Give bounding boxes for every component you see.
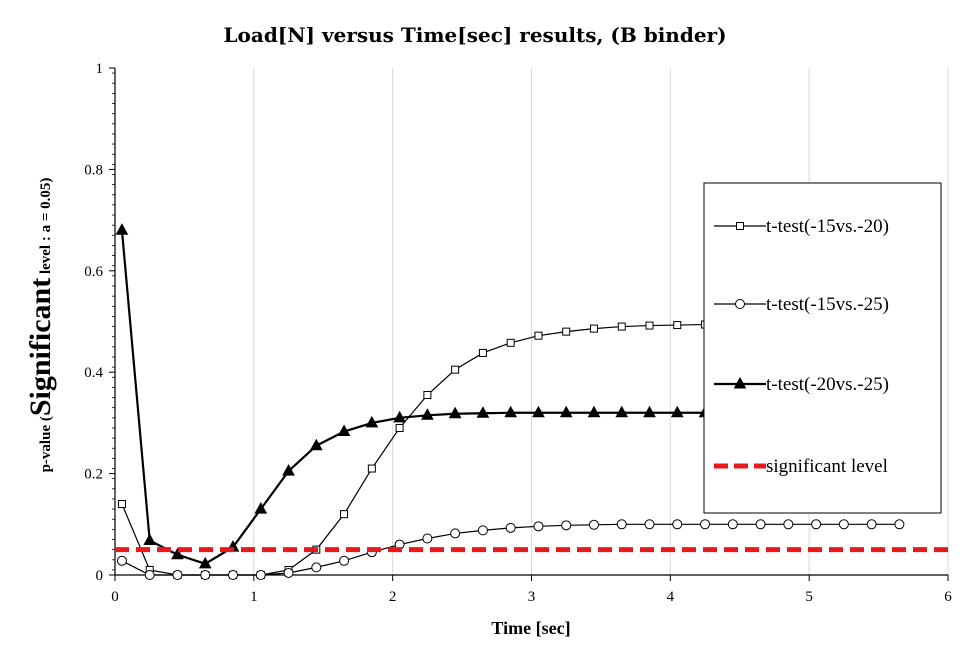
data-point (365, 415, 379, 428)
data-point (504, 405, 518, 418)
data-point (673, 321, 682, 330)
data-point (144, 570, 155, 580)
data-point (589, 324, 598, 333)
data-point (117, 500, 126, 509)
x-tick-label: 2 (389, 589, 397, 605)
data-point (478, 348, 487, 357)
x-axis-ticks: 0 1 2 3 4 5 6 (111, 575, 952, 605)
legend-entry: t-test(-20vs.-25) (714, 374, 889, 395)
data-point (533, 521, 544, 532)
y-tick-label: 0.8 (84, 162, 103, 178)
data-point (505, 522, 516, 533)
data-point (340, 510, 349, 519)
legend-entry: significant level (714, 456, 888, 477)
data-point (171, 547, 184, 560)
x-tick-label: 5 (805, 589, 813, 605)
legend-entry: t-test(-15vs.-25) (714, 294, 889, 315)
data-point (172, 570, 183, 580)
data-point (254, 502, 268, 514)
data-point (339, 555, 350, 566)
data-point (534, 331, 543, 340)
data-point (282, 464, 295, 476)
data-point (588, 519, 599, 530)
data-point (421, 408, 434, 420)
data-point (587, 405, 601, 418)
legend-box (703, 182, 942, 514)
data-point (866, 519, 877, 530)
data-point (643, 405, 656, 418)
data-point (615, 405, 629, 418)
y-tick-label: 0.2 (84, 467, 103, 483)
data-point (450, 528, 461, 539)
legend: t-test(-15vs.-20) t-test(-15vs.-25) t-test… (703, 182, 942, 514)
y-tick-label: 1 (96, 61, 104, 77)
data-point (393, 410, 406, 423)
legend-marker (736, 222, 744, 230)
legend-marker (735, 299, 745, 309)
data-point (506, 338, 515, 347)
legend-label: t-test(-15vs.-25) (766, 294, 889, 315)
data-point (283, 567, 294, 578)
x-tick-label: 3 (528, 589, 536, 605)
legend-marker (733, 376, 747, 389)
data-point (115, 223, 129, 235)
data-point (894, 519, 905, 530)
y-axis-label-prefix: p-value ( (38, 416, 54, 472)
legend-entry: t-test(-15vs.-20) (714, 216, 889, 237)
data-point (451, 365, 460, 374)
data-point (672, 519, 683, 530)
data-point (477, 525, 488, 536)
data-point (228, 570, 239, 580)
data-point (617, 322, 626, 331)
y-tick-label: 0.4 (84, 365, 103, 381)
y-axis-ticks: 0 0.2 0.4 0.6 0.8 1 (84, 61, 115, 584)
data-point (116, 555, 127, 566)
legend-label: significant level (766, 456, 888, 477)
data-point (422, 533, 433, 544)
data-point (311, 562, 322, 573)
x-axis-label: Time [sec] (491, 618, 570, 638)
x-tick-label: 1 (250, 589, 258, 605)
chart-title: Load[N] versus Time[sec] results, (B bin… (223, 23, 726, 47)
x-tick-label: 0 (111, 589, 119, 605)
data-point (559, 405, 573, 418)
data-point (337, 424, 351, 437)
data-point (448, 406, 462, 419)
data-point (670, 405, 684, 418)
data-point (727, 519, 738, 530)
data-point (755, 519, 766, 530)
y-axis-label-suffix: level : a = 0.05) (38, 178, 54, 278)
y-tick-label: 0 (96, 568, 104, 584)
x-tick-label: 6 (944, 589, 952, 605)
data-point (476, 406, 490, 418)
y-axis-label-main: Significant (24, 278, 57, 416)
data-point (644, 519, 655, 530)
y-axis-label: p-value (Significant level : a = 0.05) (24, 178, 57, 473)
data-point (562, 327, 571, 336)
data-point (395, 423, 404, 432)
legend-label: t-test(-20vs.-25) (766, 374, 889, 395)
data-point (783, 519, 794, 530)
data-point (198, 556, 212, 569)
data-point (645, 321, 654, 330)
data-point (561, 520, 572, 531)
x-tick-label: 4 (667, 589, 675, 605)
data-point (309, 438, 323, 451)
data-point (616, 519, 627, 530)
data-point (367, 464, 376, 473)
data-point (423, 391, 432, 400)
data-point (532, 405, 545, 418)
data-point (838, 519, 849, 530)
data-point (143, 533, 157, 546)
data-point (255, 570, 266, 580)
data-point (700, 519, 711, 530)
series-circle (116, 519, 905, 580)
legend-label: t-test(-15vs.-20) (766, 216, 889, 237)
data-point (811, 519, 822, 530)
data-point (200, 570, 211, 580)
y-tick-label: 0.6 (84, 264, 103, 280)
